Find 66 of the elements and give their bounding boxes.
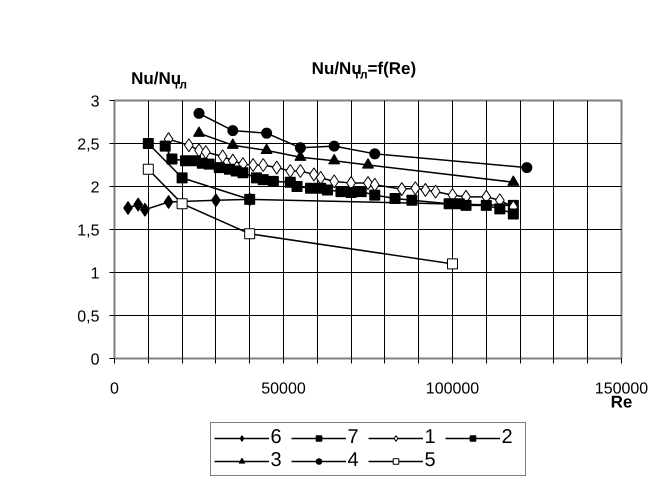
legend-label: 7	[348, 426, 360, 449]
point	[316, 170, 326, 185]
point	[227, 125, 238, 136]
x-tick-label: 100000	[426, 380, 480, 398]
point	[447, 258, 458, 270]
point	[214, 162, 225, 174]
point	[410, 181, 420, 196]
legend-label: 1	[424, 426, 437, 449]
point	[480, 200, 492, 211]
point	[261, 128, 272, 139]
point	[292, 181, 303, 192]
legend-label: 5	[424, 449, 437, 472]
point	[180, 155, 191, 166]
point	[166, 153, 178, 164]
x-tick-label: 50000	[261, 380, 306, 398]
point	[362, 158, 374, 169]
point	[335, 186, 346, 198]
point	[494, 203, 506, 214]
point	[508, 208, 519, 220]
x-axis-title: Re	[610, 392, 632, 412]
point	[369, 190, 380, 201]
legend-label: 2	[502, 426, 514, 449]
point	[369, 148, 380, 160]
point	[244, 228, 256, 240]
point	[176, 198, 188, 210]
y-tick-label: 3	[90, 94, 100, 110]
point	[248, 158, 258, 172]
point	[521, 162, 532, 174]
point	[406, 194, 418, 206]
legend-label: 6	[270, 426, 283, 449]
point	[268, 176, 279, 187]
point	[142, 138, 154, 149]
point	[176, 172, 188, 184]
point	[258, 158, 268, 172]
point	[322, 184, 333, 196]
point	[328, 140, 340, 152]
point	[200, 145, 211, 160]
point	[142, 164, 154, 175]
point	[390, 193, 401, 204]
point	[194, 108, 204, 119]
y-tick-label: 0	[90, 352, 100, 368]
point	[396, 182, 407, 196]
point	[258, 174, 269, 186]
point	[237, 167, 248, 178]
point	[272, 160, 282, 175]
point	[204, 158, 215, 170]
point	[260, 144, 273, 154]
legend-label: 4	[348, 449, 360, 472]
point	[460, 200, 472, 211]
legend-label: 3	[270, 449, 283, 472]
point	[356, 186, 367, 198]
point	[123, 201, 133, 215]
point	[370, 178, 380, 192]
y-tick-label: 1	[90, 266, 100, 282]
y-tick-label: 2	[90, 180, 100, 196]
point	[285, 164, 296, 178]
y-tick-label: 1,5	[77, 222, 100, 240]
y-tick-label: 0,5	[77, 308, 100, 326]
point	[346, 187, 357, 198]
point	[444, 198, 455, 210]
point	[160, 140, 171, 152]
point	[329, 174, 340, 188]
point	[305, 182, 316, 194]
y-tick-label: 2,5	[77, 136, 100, 154]
x-tick-label: 0	[110, 380, 120, 398]
point	[294, 142, 306, 154]
